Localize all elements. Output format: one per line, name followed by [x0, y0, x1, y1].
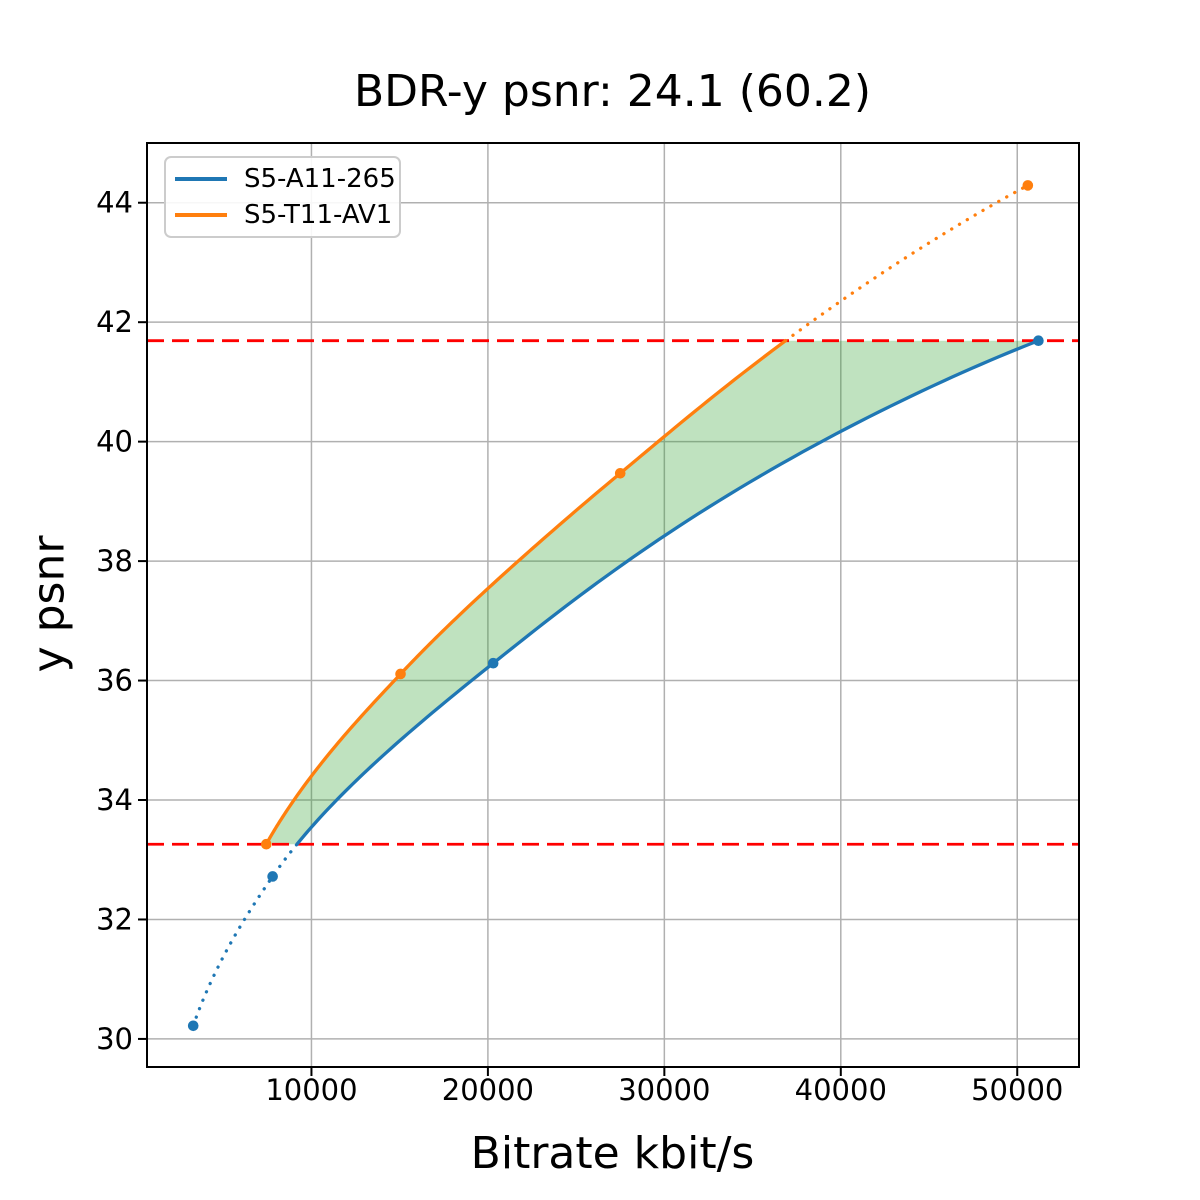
- plot-border: [146, 142, 1080, 1068]
- legend-item-S5-A11-265: S5-A11-265: [166, 161, 399, 197]
- y-tick-label: 44: [96, 186, 133, 220]
- shaded-region: [266, 340, 1039, 845]
- data-point-marker-S5-T11-AV1: [260, 838, 272, 850]
- y-tick-label: 38: [96, 544, 133, 578]
- legend-item-S5-T11-AV1: S5-T11-AV1: [166, 197, 399, 233]
- x-axis-label: Bitrate kbit/s: [470, 1128, 755, 1179]
- series-line-dotted-S5-A11-265: [191, 842, 299, 1028]
- series-line-solid-S5-A11-265: [295, 339, 1040, 846]
- y-tick-label: 30: [96, 1022, 133, 1056]
- data-point-marker-S5-A11-265: [187, 1020, 199, 1032]
- y-tick-label: 36: [96, 664, 133, 698]
- legend-line-sample: [175, 176, 227, 181]
- chart-title: BDR-y psnr: 24.1 (60.2): [353, 66, 872, 117]
- y-tick-label: 34: [96, 783, 133, 817]
- x-tick-label: 10000: [265, 1073, 357, 1107]
- legend-label: S5-T11-AV1: [244, 200, 393, 231]
- series-line-dotted-S5-T11-AV1: [783, 183, 1030, 343]
- data-point-marker-S5-A11-265: [487, 657, 499, 669]
- legend-line-sample: [175, 213, 227, 218]
- y-axis-label: y psnr: [23, 535, 75, 673]
- y-tick-label: 32: [96, 902, 133, 936]
- data-point-marker-S5-T11-AV1: [395, 668, 406, 680]
- data-point-marker-S5-T11-AV1: [1022, 180, 1034, 191]
- data-point-marker-S5-T11-AV1: [614, 467, 626, 479]
- y-tick-label: 42: [96, 305, 133, 339]
- x-tick-label: 20000: [442, 1073, 534, 1107]
- data-point-marker-S5-A11-265: [267, 871, 278, 882]
- data-point-marker-S5-A11-265: [1033, 335, 1044, 347]
- legend-label: S5-A11-265: [244, 163, 396, 194]
- series-line-solid-S5-T11-AV1: [264, 339, 787, 846]
- x-tick-label: 50000: [971, 1073, 1063, 1107]
- x-tick-label: 30000: [618, 1073, 710, 1107]
- y-tick-label: 40: [96, 425, 133, 459]
- legend: S5-A11-265 S5-T11-AV1: [164, 156, 401, 238]
- x-tick-label: 40000: [795, 1073, 887, 1107]
